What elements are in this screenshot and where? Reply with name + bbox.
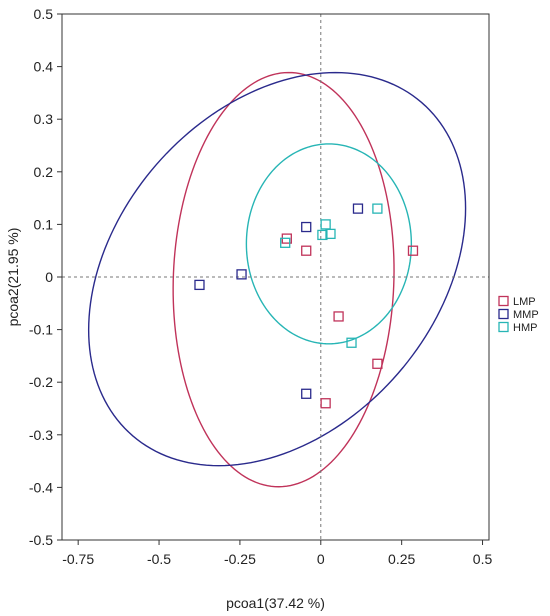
y-tick-label: -0.1 (29, 322, 53, 338)
legend-marker-mmp (498, 308, 509, 320)
ellipse-hmp (245, 143, 413, 345)
y-tick-label: 0 (45, 269, 53, 285)
point-lmp (320, 398, 331, 409)
y-tick-label: 0.5 (34, 6, 54, 22)
x-tick-label: 0 (317, 551, 325, 567)
point-hmp (372, 203, 383, 214)
point-lmp (372, 358, 383, 369)
x-tick-label: -0.5 (147, 551, 171, 567)
legend-label-mmp: MMP (513, 309, 539, 321)
point-hmp (325, 228, 336, 240)
confidence-ellipses (87, 71, 467, 488)
point-mmp (301, 221, 312, 233)
point-lmp (333, 311, 344, 322)
point-hmp (317, 229, 328, 241)
point-mmp (301, 388, 312, 399)
point-mmp (352, 203, 364, 214)
x-axis-label: pcoa1(37.42 %) (226, 595, 325, 611)
y-axis-ticks: 0.5 0.4 0.3 0.2 0.1 0 -0.1 -0.2 -0.3 -0.4 -0.5 (29, 6, 62, 548)
point-lmp (407, 245, 419, 256)
y-tick-label: -0.3 (29, 427, 53, 443)
point-hmp (280, 237, 291, 248)
legend-label-lmp: LMP (513, 296, 536, 308)
data-points (194, 203, 419, 409)
point-hmp (346, 337, 357, 348)
y-tick-label: -0.5 (29, 532, 53, 548)
point-lmp (301, 245, 312, 256)
legend-marker-lmp (498, 295, 509, 307)
x-tick-label: -0.25 (224, 551, 256, 567)
y-tick-label: 0.4 (34, 59, 54, 75)
point-mmp (194, 279, 205, 291)
point-mmp (236, 269, 247, 280)
legend-marker-hmp (498, 321, 509, 333)
point-hmp (320, 219, 331, 230)
x-axis-ticks: -0.75 -0.5 -0.25 0 0.25 0.5 (62, 540, 492, 567)
y-tick-label: 0.3 (34, 111, 54, 127)
y-tick-label: -0.2 (29, 374, 53, 390)
x-tick-label: 0.5 (473, 551, 493, 567)
y-tick-label: 0.2 (34, 164, 54, 180)
zero-reference-lines (62, 14, 489, 540)
x-tick-label: -0.75 (62, 551, 94, 567)
y-tick-label: 0.1 (34, 216, 54, 232)
ellipse-lmp (172, 71, 395, 488)
x-tick-label: 0.25 (388, 551, 415, 567)
y-tick-label: -0.4 (29, 479, 53, 495)
legend-label-hmp: HMP (513, 322, 537, 334)
ellipse-mmp (87, 71, 467, 467)
y-axis-label: pcoa2(21.95 %) (5, 228, 21, 327)
